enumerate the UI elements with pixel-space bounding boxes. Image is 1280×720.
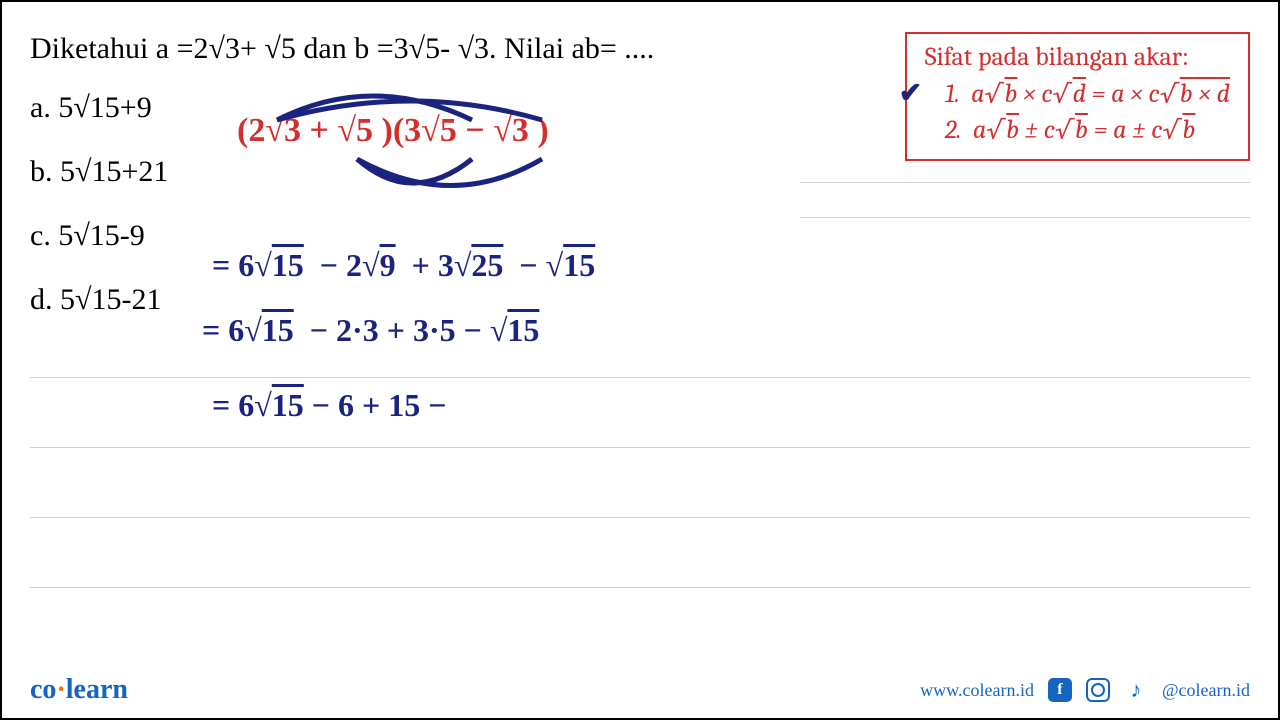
rules-box: ✔ Sifat pada bilangan akar: 1. a√b × c√d… [905,32,1250,161]
ruled-line [800,217,1250,218]
ruled-line [30,377,1250,378]
tiktok-icon: ♪ [1124,678,1148,702]
footer-handle: @colearn.id [1162,680,1250,701]
content-area: Diketahui a =2√3+ √5 dan b =3√5- √3. Nil… [2,2,1278,317]
handwriting-step3: = 6√15 − 6 + 15 − [212,387,447,424]
ruled-line [30,587,1250,588]
logo-dot: · [56,674,65,705]
rules-title: Sifat pada bilangan akar: [925,42,1230,72]
brand-logo: co·learn [30,674,128,706]
ruled-line [30,447,1250,448]
checkmark-icon: ✔ [899,76,922,109]
ruled-line [800,182,1250,183]
facebook-icon: f [1048,678,1072,702]
rule-1: 1. a√b × c√d = a × c√b × d [925,76,1230,112]
instagram-icon [1086,678,1110,702]
handwriting-step1: = 6√15 − 2√9 + 3√25 − √15 [212,247,595,284]
ruled-line [30,517,1250,518]
rule-2-num: 2. [945,115,962,145]
footer-right: www.colearn.id f ♪ @colearn.id [920,678,1250,702]
rule-1-num: 1. [945,79,960,109]
handwriting-expansion: (2√3 + √5 )(3√5 − √3 ) [237,112,549,150]
handwriting-step2: = 6√15 − 2·3 + 3·5 − √15 [202,312,539,349]
logo-learn: learn [66,674,128,705]
footer: co·learn www.colearn.id f ♪ @colearn.id [2,662,1278,718]
footer-url: www.colearn.id [920,680,1034,701]
logo-co: co [30,674,56,705]
rule-2: 2. a√b ± c√b = a ± c√b [925,112,1230,148]
